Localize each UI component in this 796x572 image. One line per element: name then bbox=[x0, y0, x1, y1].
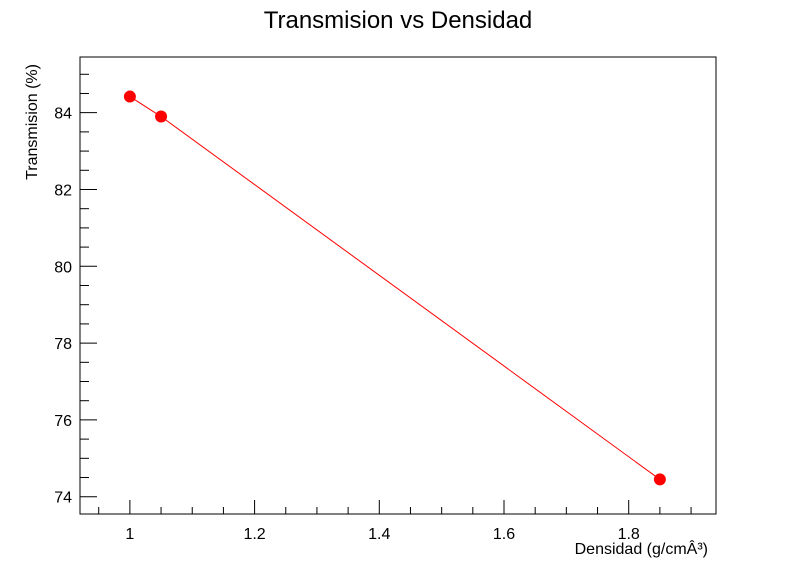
x-axis-ticks: 1 1.2 1.4 1.6 1.8 bbox=[98, 500, 692, 543]
data-point bbox=[653, 473, 666, 486]
data-point bbox=[123, 90, 136, 103]
y-tick-label: 76 bbox=[54, 413, 72, 430]
x-axis-label: Densidad (g/cmÂ³) bbox=[575, 539, 708, 558]
y-axis-label: Transmision (%) bbox=[24, 64, 41, 180]
x-tick-label: 1.6 bbox=[493, 526, 515, 543]
series-line bbox=[129, 96, 661, 480]
x-tick-label: 1.2 bbox=[243, 526, 265, 543]
data-point bbox=[155, 110, 168, 123]
y-axis-ticks: 74 76 78 80 82 84 bbox=[54, 73, 97, 507]
x-tick-label: 1.4 bbox=[368, 526, 390, 543]
x-tick-label: 1.8 bbox=[618, 526, 640, 543]
y-tick-label: 82 bbox=[54, 182, 72, 199]
y-tick-label: 74 bbox=[54, 490, 72, 507]
y-tick-label: 78 bbox=[54, 336, 72, 353]
chart-title: Transmision vs Densidad bbox=[264, 7, 533, 34]
y-tick-label: 84 bbox=[54, 106, 72, 123]
y-tick-label: 80 bbox=[54, 259, 72, 276]
plot-frame bbox=[79, 56, 717, 515]
data-series bbox=[123, 90, 666, 486]
x-tick-label: 1 bbox=[125, 526, 134, 543]
